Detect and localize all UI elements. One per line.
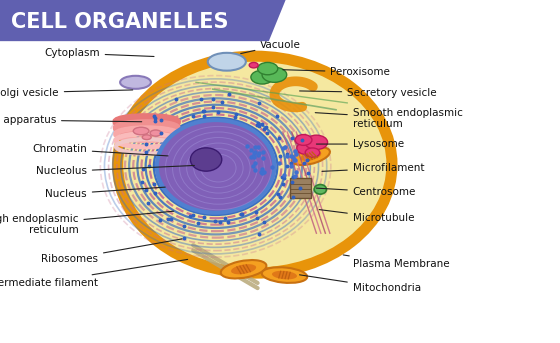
Text: Golgi vesicle: Golgi vesicle <box>0 87 133 98</box>
Ellipse shape <box>262 267 307 283</box>
Text: Golgi apparatus: Golgi apparatus <box>0 115 142 125</box>
Text: Mitochondria: Mitochondria <box>300 275 421 293</box>
Ellipse shape <box>272 271 297 280</box>
Ellipse shape <box>295 134 312 145</box>
Ellipse shape <box>221 260 267 279</box>
Text: Vacuole: Vacuole <box>241 39 301 54</box>
Text: Nucleus: Nucleus <box>45 187 165 199</box>
Polygon shape <box>0 0 286 41</box>
Ellipse shape <box>133 127 149 135</box>
Text: Plasma Membrane: Plasma Membrane <box>343 255 450 269</box>
Bar <box>290 178 311 198</box>
Ellipse shape <box>208 53 246 71</box>
Text: Cytoplasm: Cytoplasm <box>44 48 154 58</box>
Text: Peroxisome: Peroxisome <box>283 67 390 77</box>
Text: Centrosome: Centrosome <box>316 187 416 197</box>
Ellipse shape <box>249 62 258 68</box>
Ellipse shape <box>297 142 317 155</box>
Text: Lysosome: Lysosome <box>316 139 404 149</box>
Text: Smooth endoplasmic
reticulum: Smooth endoplasmic reticulum <box>315 108 463 129</box>
Ellipse shape <box>251 70 273 84</box>
Text: CELL ORGANELLES: CELL ORGANELLES <box>11 12 228 32</box>
Text: Rough endoplasmic
reticulum: Rough endoplasmic reticulum <box>0 211 174 235</box>
Text: Ribosomes: Ribosomes <box>41 239 182 264</box>
Ellipse shape <box>305 135 328 150</box>
Text: Nucleolus: Nucleolus <box>36 165 194 177</box>
Text: Microtubule: Microtubule <box>319 210 414 223</box>
Ellipse shape <box>262 67 287 82</box>
Text: Chromatin: Chromatin <box>32 144 168 156</box>
Ellipse shape <box>305 148 320 157</box>
Ellipse shape <box>157 120 274 213</box>
Ellipse shape <box>127 65 382 264</box>
Ellipse shape <box>123 62 386 268</box>
Ellipse shape <box>142 135 151 140</box>
Ellipse shape <box>292 147 330 165</box>
Text: Intermediate filament: Intermediate filament <box>0 259 188 288</box>
Ellipse shape <box>300 151 321 161</box>
Ellipse shape <box>231 264 256 274</box>
Ellipse shape <box>120 76 151 89</box>
Ellipse shape <box>314 185 326 194</box>
Ellipse shape <box>190 148 222 171</box>
Text: Microfilament: Microfilament <box>322 163 424 173</box>
Ellipse shape <box>150 130 161 136</box>
Text: Secretory vesicle: Secretory vesicle <box>300 87 437 98</box>
Ellipse shape <box>258 62 278 75</box>
